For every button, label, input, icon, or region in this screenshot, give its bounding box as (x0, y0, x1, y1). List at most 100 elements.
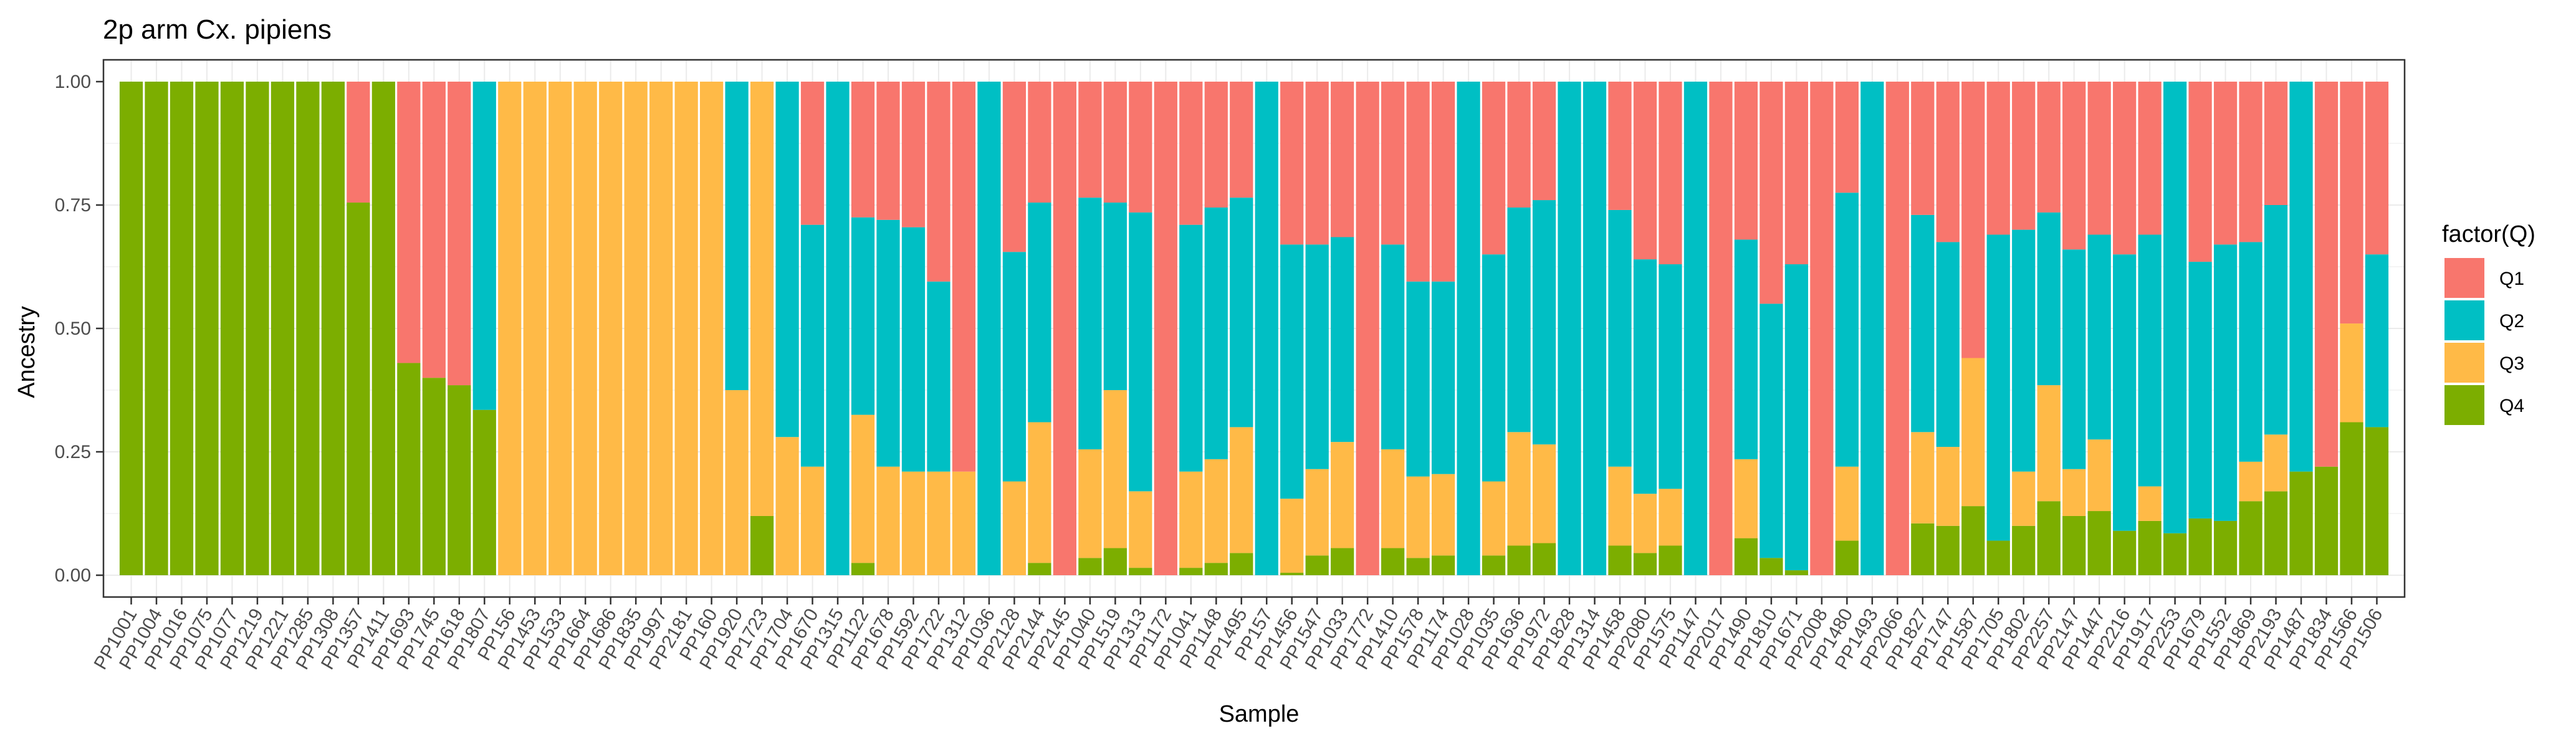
bar-segment-q1 (2062, 82, 2086, 250)
bar-segment-q1 (2264, 82, 2288, 205)
bar-segment-q2 (1986, 234, 2010, 541)
bar-segment-q3 (599, 82, 623, 575)
bar-segment-q4 (2138, 520, 2162, 575)
bar-segment-q4 (1507, 545, 1531, 575)
bar-segment-q1 (1305, 82, 1329, 245)
bar-segment-q1 (1230, 82, 1253, 198)
bar-segment-q1 (1936, 82, 1960, 242)
bar-segment-q2 (2087, 234, 2111, 440)
y-tick-label: 0.25 (55, 442, 91, 462)
bar-segment-q3 (1431, 474, 1455, 556)
bar-segment-q1 (397, 82, 421, 363)
bar-segment-q1 (1784, 82, 1808, 265)
bar-segment-q2 (1482, 254, 1506, 482)
bar-segment-q3 (1280, 499, 1304, 573)
bar-segment-q1 (851, 82, 875, 217)
bar-segment-q1 (1835, 82, 1859, 193)
bar-segment-q2 (1734, 239, 1758, 459)
bar-segment-q2 (1002, 252, 1027, 482)
bar-segment-q1 (1129, 82, 1152, 213)
bar-segment-q4 (1760, 558, 1783, 575)
bar-segment-q4 (1936, 525, 1960, 575)
bar-segment-q1 (1482, 82, 1506, 255)
bar-segment-q3 (649, 82, 673, 575)
bar-segment-q2 (2062, 249, 2086, 469)
bar-segment-q1 (1734, 82, 1758, 240)
bar-segment-q2 (1078, 198, 1102, 450)
bar-segment-q1 (1002, 82, 1027, 252)
bar-segment-q4 (170, 82, 194, 575)
bar-segment-q3 (1002, 481, 1027, 575)
x-axis-title: Sample (1219, 701, 1300, 727)
bar-segment-q4 (2239, 501, 2262, 575)
bar-segment-q1 (448, 82, 471, 386)
bar-segment-q3 (851, 414, 875, 563)
bar-segment-q4 (1179, 568, 1203, 575)
bar-segment-q2 (1103, 203, 1127, 390)
bar-segment-q2 (1507, 207, 1531, 433)
bar-segment-q4 (2340, 422, 2363, 575)
bar-segment-q4 (2264, 491, 2288, 575)
bar-segment-q2 (2365, 254, 2389, 428)
bar-segment-q4 (2037, 501, 2061, 575)
bar-segment-q1 (1053, 82, 1077, 575)
bar-segment-q3 (2340, 323, 2363, 423)
bar-segment-q2 (1683, 82, 1708, 575)
bar-segment-q1 (1280, 82, 1304, 245)
bar-segment-q4 (1633, 553, 1657, 575)
bar-segment-q3 (1835, 466, 1859, 541)
bar-segment-q3 (498, 82, 522, 575)
bar-segment-q3 (901, 471, 926, 575)
bar-segment-q3 (2264, 434, 2288, 492)
bar-segment-q4 (1986, 540, 2010, 575)
bar-segment-q1 (1356, 82, 1379, 575)
bar-segment-q2 (1582, 82, 1607, 575)
bar-segment-q2 (1305, 244, 1329, 469)
bar-segment-q3 (1608, 466, 1632, 546)
bar-segment-q2 (1608, 209, 1632, 467)
bar-segment-q3 (1204, 459, 1228, 563)
bar-segment-q1 (2188, 82, 2212, 262)
bar-segment-q2 (1784, 264, 1808, 571)
bar-segment-q4 (1911, 523, 1935, 575)
legend-title: factor(Q) (2442, 221, 2535, 247)
bar-segment-q4 (1129, 568, 1152, 575)
bar-segment-q4 (1659, 545, 1682, 575)
legend: factor(Q) Q1 Q2 Q3 Q4 (2442, 221, 2535, 425)
bar-segment-q2 (800, 224, 825, 467)
bar-segment-q1 (2365, 82, 2389, 255)
bar-segment-q1 (952, 82, 976, 472)
bar-segment-q4 (1305, 555, 1329, 575)
bar-segment-q2 (2012, 229, 2036, 472)
bar-segment-q1 (2213, 82, 2238, 245)
bar-segment-q4 (246, 82, 269, 575)
bar-segment-q3 (750, 82, 774, 516)
bar-segment-q2 (775, 82, 799, 437)
bar-segment-q4 (750, 515, 774, 575)
y-tick-label: 0.00 (55, 565, 91, 586)
bar-segment-q4 (2314, 466, 2339, 575)
bar-segment-q4 (1532, 543, 1556, 575)
bar-segment-q3 (1331, 442, 1354, 548)
bar-segment-q1 (2037, 82, 2061, 213)
bar-segment-q2 (725, 82, 749, 390)
bar-segment-q4 (472, 409, 496, 575)
bar-segment-q4 (2012, 525, 2036, 575)
x-axis: PP1001PP1004PP1016PP1075PP1077PP1219PP12… (90, 597, 2387, 673)
bar-segment-q2 (2113, 254, 2137, 531)
chart-title: 2p arm Cx. pipiens (103, 14, 332, 45)
bar-segment-q4 (2365, 427, 2389, 575)
bar-segment-q4 (1961, 506, 1985, 575)
bar-segment-q2 (1558, 82, 1581, 575)
bar-segment-q4 (1331, 548, 1354, 575)
bar-segment-q2 (2163, 82, 2187, 533)
bar-segment-q1 (2340, 82, 2363, 324)
bar-segment-q1 (1810, 82, 1834, 575)
bar-segment-q2 (1381, 244, 1405, 450)
bar-segment-q4 (2289, 471, 2313, 575)
bar-segment-q1 (2087, 82, 2111, 235)
bar-segment-q4 (371, 82, 395, 575)
bar-segment-q3 (1482, 481, 1506, 556)
bar-segment-q4 (1103, 548, 1127, 575)
bar-segment-q3 (674, 82, 698, 575)
